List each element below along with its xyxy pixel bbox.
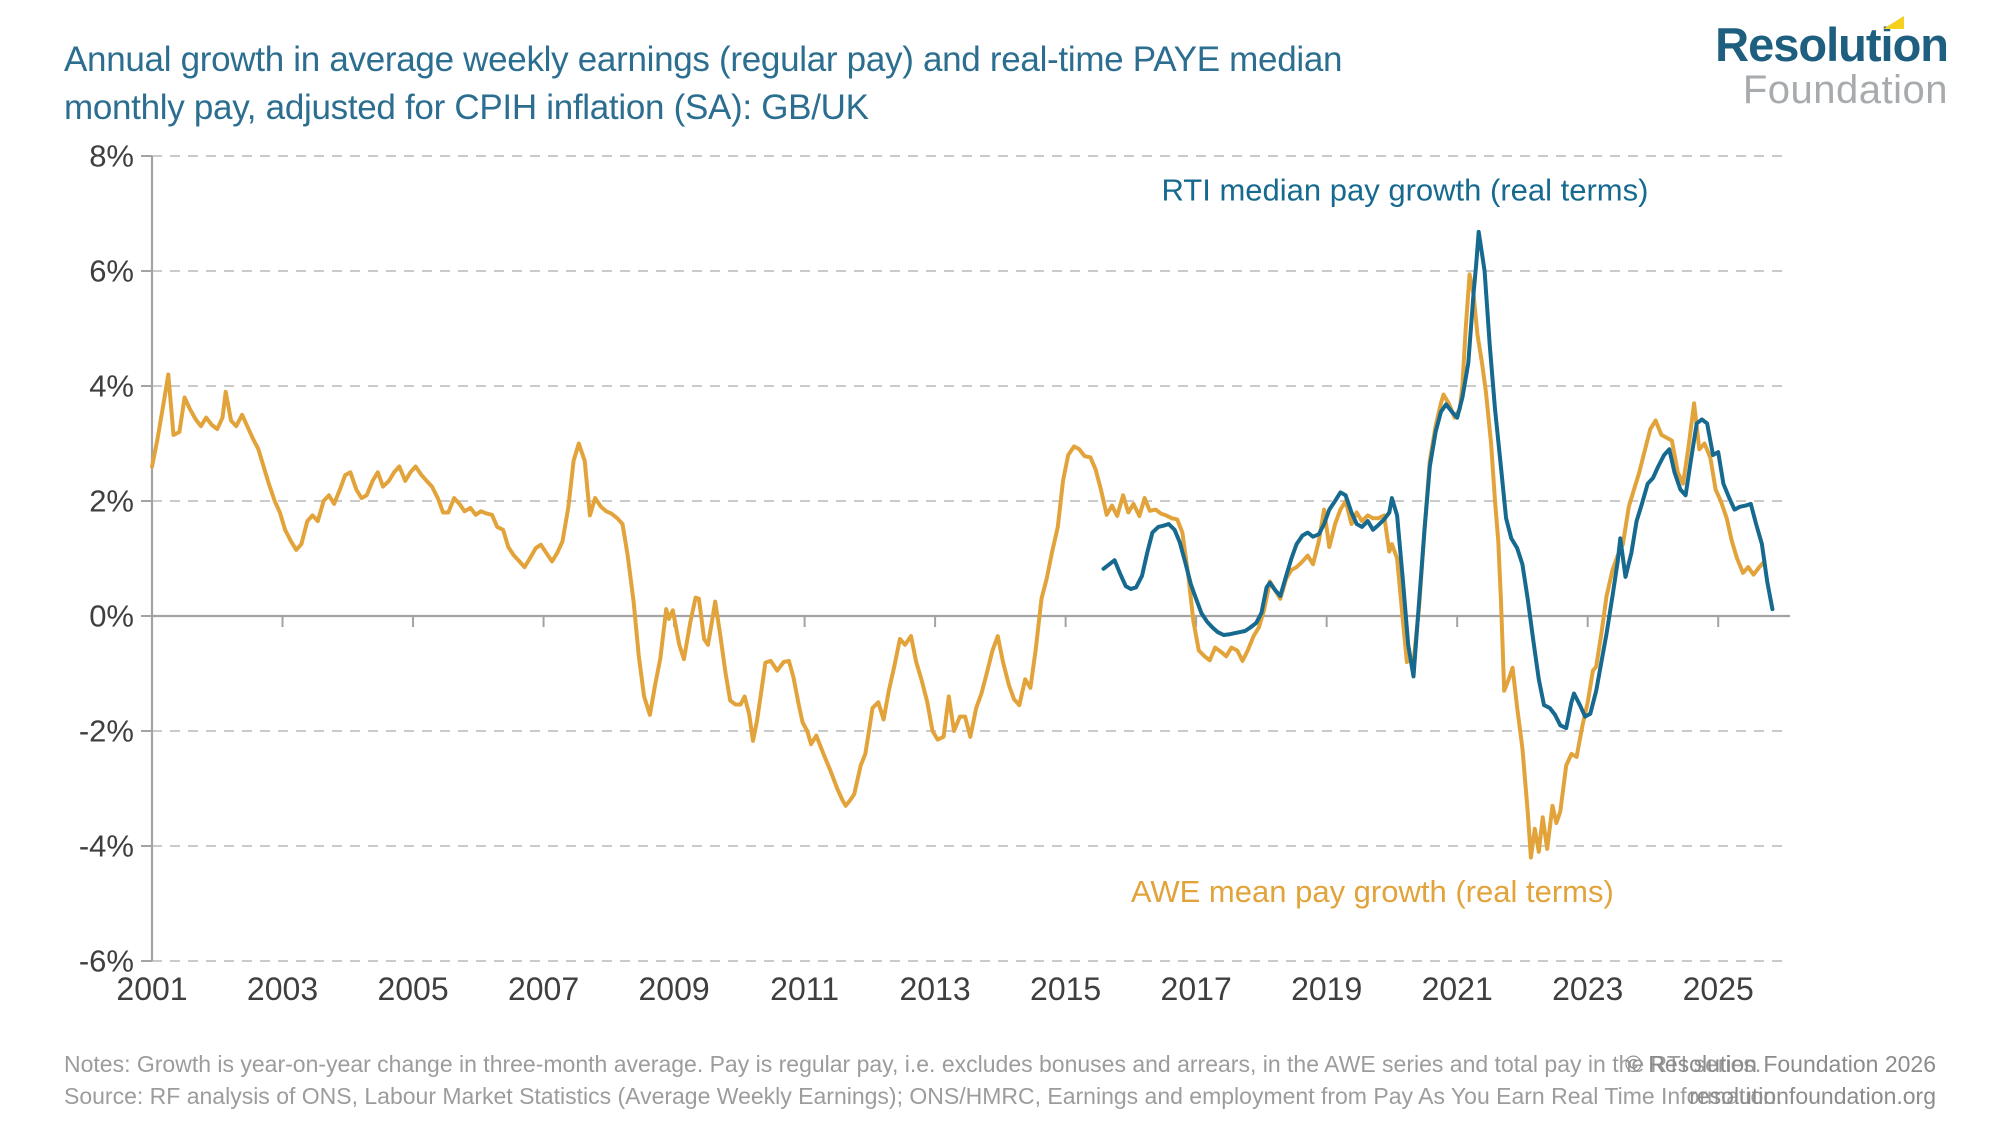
x-tick-label: 2003: [247, 971, 318, 1007]
x-tick-label: 2007: [508, 971, 579, 1007]
logo-secondary-text: Foundation: [1742, 68, 1948, 112]
y-tick-label: 2%: [89, 484, 134, 519]
x-tick-label: 2015: [1030, 971, 1101, 1007]
copyright-line: © Resolution Foundation 2026: [1624, 1051, 1936, 1077]
x-tick-label: 2009: [638, 971, 709, 1007]
y-tick-label: 6%: [89, 254, 134, 289]
x-tick-label: 2005: [377, 971, 448, 1007]
notes-line: Notes: Growth is year-on-year change in …: [64, 1051, 1762, 1077]
chart-title-line1: Annual growth in average weekly earnings…: [64, 40, 1343, 79]
awe-line: [150, 272, 1767, 860]
y-tick-label: 0%: [89, 599, 134, 634]
chart-title: Annual growth in average weekly earnings…: [64, 36, 1342, 132]
y-tick-label: -6%: [79, 944, 134, 979]
x-tick-label: 2011: [770, 971, 839, 1007]
y-tick-label: -4%: [79, 829, 134, 864]
source-line: Source: RF analysis of ONS, Labour Marke…: [64, 1083, 1783, 1109]
chart-title-line2: monthly pay, adjusted for CPIH inflation…: [64, 88, 869, 127]
footer-notes: Notes: Growth is year-on-year change in …: [64, 1048, 1782, 1112]
x-tick-label: 2023: [1552, 971, 1623, 1007]
logo-primary-text: Resolution: [1715, 18, 1949, 71]
y-tick-label: -2%: [79, 714, 134, 749]
website-link[interactable]: resolutionfoundation.org: [1689, 1083, 1936, 1109]
rf-logo: Resolution Foundation: [1715, 16, 1949, 112]
awe-series-label: AWE mean pay growth (real terms): [1131, 874, 1614, 909]
rti-series-label: RTI median pay growth (real terms): [1161, 172, 1648, 207]
x-tick-label: 2017: [1161, 971, 1232, 1007]
x-tick-label: 2013: [900, 971, 971, 1007]
y-tick-label: 4%: [89, 369, 134, 404]
footer-copyright: © Resolution Foundation 2026 resolutionf…: [1625, 1048, 1936, 1112]
x-tick-label: 2025: [1683, 971, 1754, 1007]
x-tick-label: 2019: [1291, 971, 1362, 1007]
logo-wordmark: Resolution: [1715, 16, 1949, 68]
rti-line: [1101, 229, 1775, 731]
x-tick-label: 2001: [116, 971, 187, 1007]
x-tick-label: 2021: [1422, 971, 1493, 1007]
y-tick-label: 8%: [89, 139, 134, 174]
